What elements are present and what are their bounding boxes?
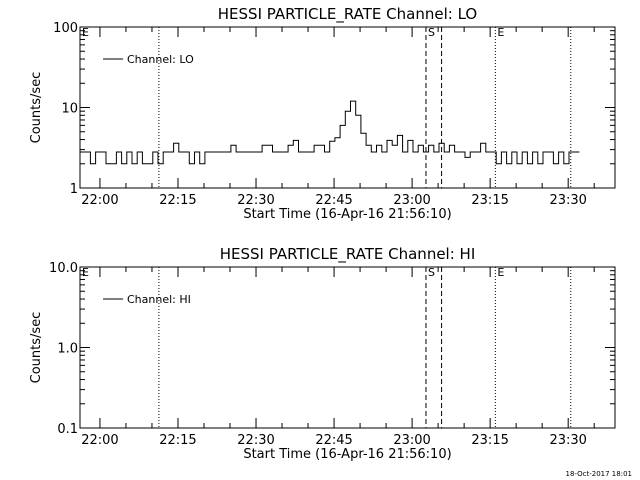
y-axis-label: Counts/sec <box>29 312 44 384</box>
x-tick-label: 23:30 <box>549 433 586 448</box>
y-tick-label: 10.0 <box>49 261 78 276</box>
x-tick-label: 23:15 <box>471 433 508 448</box>
legend-label: Channel: HI <box>127 293 191 306</box>
x-tick-label: 22:00 <box>81 433 118 448</box>
marker-label: E <box>497 266 504 279</box>
x-axis-label: Start Time (16-Apr-16 21:56:10) <box>243 447 451 462</box>
corner-label: E <box>82 266 89 279</box>
x-tick-label: 22:15 <box>159 193 196 208</box>
marker-label: S <box>428 266 435 279</box>
x-tick-label: 23:30 <box>549 193 586 208</box>
y-tick-label: 1.0 <box>57 342 78 357</box>
corner-label: E <box>82 26 89 39</box>
plot-frame <box>79 266 616 429</box>
marker-label: S <box>428 26 435 39</box>
x-axis-label: Start Time (16-Apr-16 21:56:10) <box>243 207 451 222</box>
chart-title: HESSI PARTICLE_RATE Channel: HI <box>220 245 476 264</box>
x-tick-label: 22:45 <box>315 433 352 448</box>
x-tick-label: 22:30 <box>237 433 274 448</box>
panel-lo: HESSI PARTICLE_RATE Channel: LO 1 10 100 22:… <box>29 5 616 222</box>
x-tick-label: 23:00 <box>393 193 430 208</box>
panel-hi: HESSI PARTICLE_RATE Channel: HI 0.1 1.0 10.… <box>29 245 616 462</box>
series-line-0 <box>80 100 580 165</box>
y-tick-label: 100 <box>53 21 78 36</box>
plot-timestamp: 18-Oct-2017 18:01 <box>566 470 632 478</box>
marker-label: E <box>497 26 504 39</box>
y-tick-label: 1 <box>70 182 78 197</box>
x-tick-label: 22:30 <box>237 193 274 208</box>
x-tick-label: 23:15 <box>471 193 508 208</box>
y-axis-label: Counts/sec <box>29 72 44 144</box>
x-tick-label: 22:00 <box>81 193 118 208</box>
chart-title: HESSI PARTICLE_RATE Channel: LO <box>218 5 477 24</box>
y-tick-label: 0.1 <box>57 422 78 437</box>
x-tick-label: 22:45 <box>315 193 352 208</box>
y-tick-label: 10 <box>61 102 78 117</box>
legend-label: Channel: LO <box>127 53 194 66</box>
x-tick-label: 22:15 <box>159 433 196 448</box>
x-tick-label: 23:00 <box>393 433 430 448</box>
